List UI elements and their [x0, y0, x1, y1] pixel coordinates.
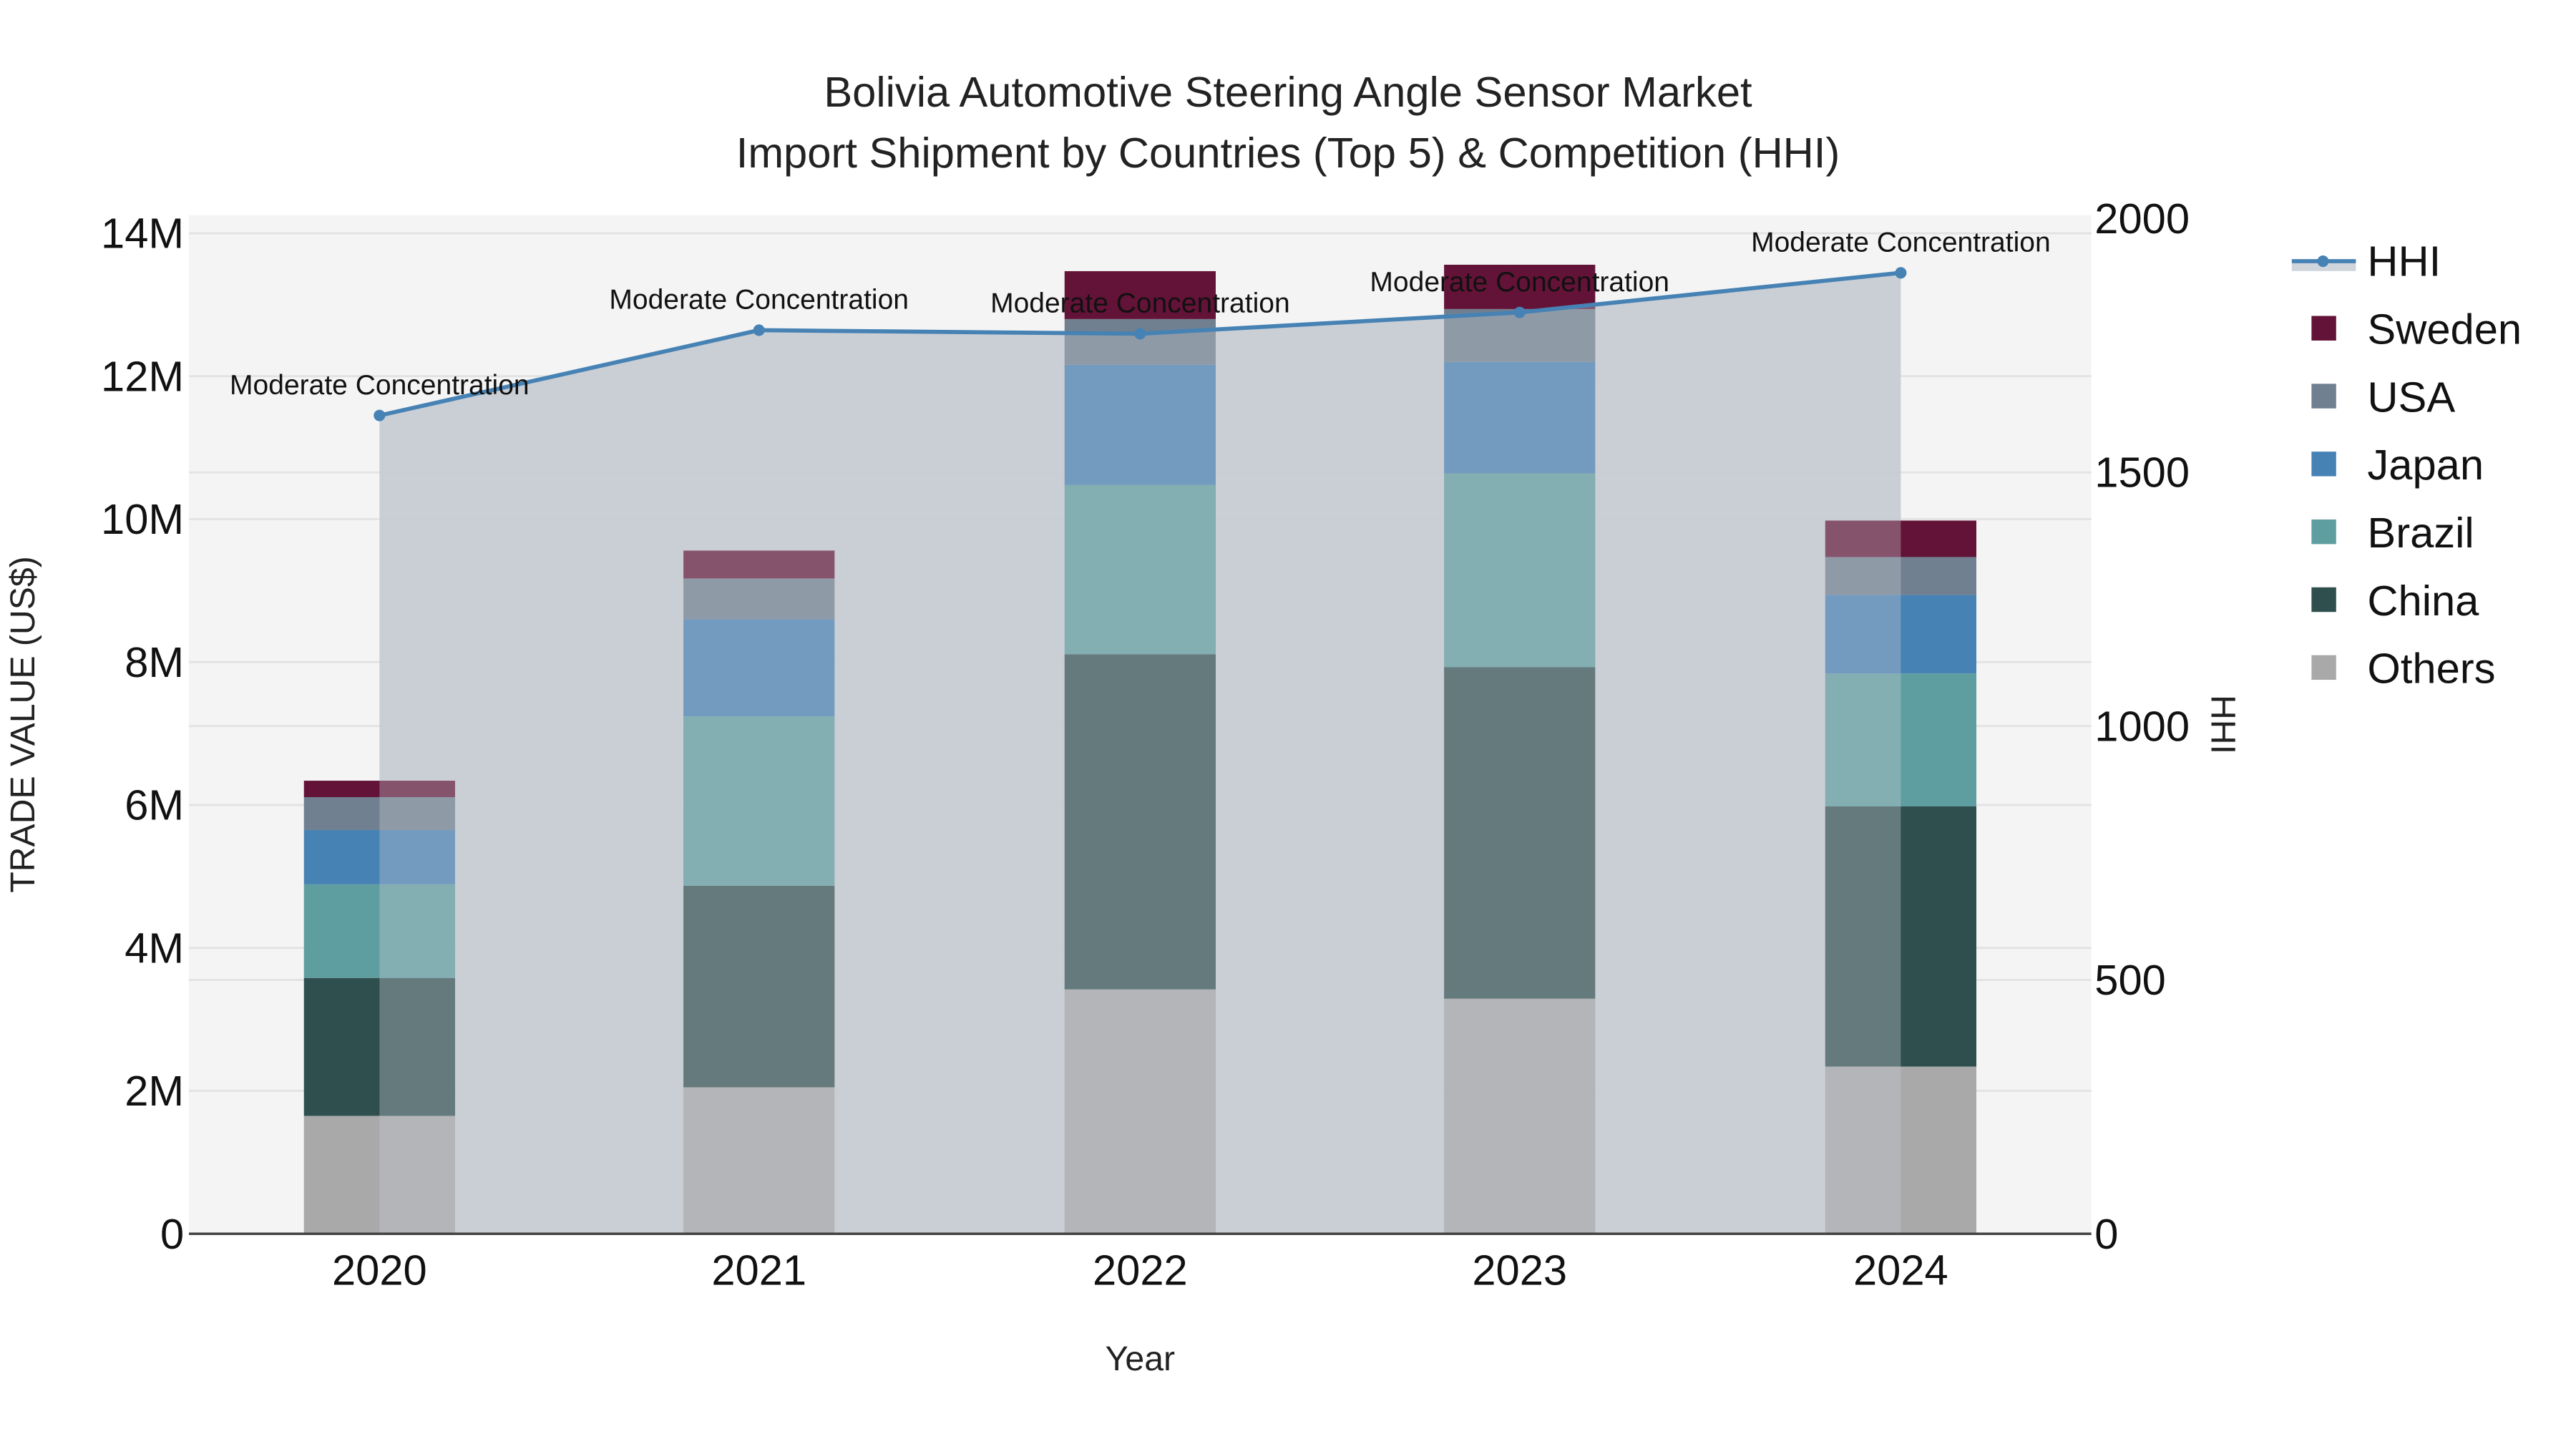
- bar-segment-japan-2020[interactable]: [303, 829, 455, 884]
- y2-tick-label: 2000: [2094, 195, 2190, 243]
- y-tick-label: 6M: [125, 781, 184, 829]
- bar-segment-usa-2022[interactable]: [1064, 318, 1216, 365]
- y-axis-ticks: 0 2M 4M 6M 8M 10M 12M 14M: [101, 210, 184, 1258]
- bar-segment-usa-2021[interactable]: [683, 578, 835, 620]
- legend-swatch-icon: [2311, 384, 2336, 409]
- legend: HHI Sweden USA Japan Brazil China Others: [2291, 238, 2522, 693]
- annotation-2023: Moderate Concentration: [1370, 267, 1669, 298]
- y-tick-label: 8M: [125, 638, 184, 686]
- hhi-point-2021[interactable]: [753, 324, 765, 336]
- legend-label: USA: [2367, 373, 2455, 421]
- legend-item-brazil[interactable]: Brazil: [2311, 509, 2474, 557]
- bar-segment-others-2021[interactable]: [683, 1087, 835, 1234]
- chart-title: Bolivia Automotive Steering Angle Sensor…: [736, 68, 1840, 177]
- annotation-2024: Moderate Concentration: [1751, 227, 2051, 258]
- legend-label: China: [2367, 577, 2479, 625]
- bar-segment-usa-2020[interactable]: [303, 797, 455, 830]
- bar-segment-brazil-2024[interactable]: [1825, 673, 1976, 806]
- legend-item-china[interactable]: China: [2311, 577, 2479, 625]
- x-tick-label: 2021: [711, 1246, 806, 1294]
- bar-segment-china-2023[interactable]: [1444, 667, 1596, 999]
- bar-segment-japan-2023[interactable]: [1444, 361, 1596, 474]
- x-axis-ticks: 2020 2021 2022 2023 2024: [332, 1246, 1948, 1294]
- bar-segment-brazil-2022[interactable]: [1064, 484, 1216, 655]
- hhi-point-2023[interactable]: [1513, 306, 1526, 318]
- bar-segment-sweden-2020[interactable]: [303, 781, 455, 798]
- y-tick-label: 4M: [125, 924, 184, 972]
- bar-segment-china-2022[interactable]: [1064, 654, 1216, 990]
- title-line-1: Bolivia Automotive Steering Angle Sensor…: [824, 68, 1752, 116]
- hhi-marker-icon: [2317, 255, 2329, 268]
- hhi-line: [374, 267, 1907, 421]
- legend-label: HHI: [2367, 238, 2441, 286]
- x-axis-title: Year: [1106, 1340, 1175, 1378]
- title-line-2: Import Shipment by Countries (Top 5) & C…: [736, 129, 1840, 177]
- y-tick-label: 12M: [101, 352, 184, 400]
- legend-item-others[interactable]: Others: [2311, 645, 2496, 693]
- legend-label: Others: [2367, 645, 2495, 693]
- bar-segment-usa-2024[interactable]: [1825, 557, 1976, 595]
- legend-swatch-icon: [2311, 587, 2336, 613]
- hhi-point-2022[interactable]: [1134, 328, 1146, 340]
- legend-item-japan[interactable]: Japan: [2311, 441, 2484, 489]
- legend-swatch-icon: [2311, 452, 2336, 477]
- bar-segment-sweden-2021[interactable]: [683, 550, 835, 579]
- legend-item-usa[interactable]: USA: [2311, 373, 2455, 421]
- hhi-point-2024[interactable]: [1895, 267, 1907, 279]
- legend-swatch-icon: [2311, 316, 2336, 341]
- bar-segment-china-2021[interactable]: [683, 885, 835, 1088]
- annotation-2020: Moderate Concentration: [230, 370, 530, 401]
- legend-item-sweden[interactable]: Sweden: [2311, 306, 2522, 353]
- y-tick-label: 14M: [101, 210, 184, 258]
- bar-segment-sweden-2024[interactable]: [1825, 520, 1976, 557]
- annotation-2021: Moderate Concentration: [609, 285, 909, 316]
- bar-segment-japan-2021[interactable]: [683, 619, 835, 717]
- y2-tick-label: 1000: [2094, 702, 2190, 750]
- bar-segment-others-2023[interactable]: [1444, 998, 1596, 1234]
- y-tick-label: 2M: [125, 1067, 184, 1115]
- y-axis-title: TRADE VALUE (US$): [4, 556, 42, 893]
- bar-segment-brazil-2021[interactable]: [683, 716, 835, 886]
- y-tick-label: 0: [160, 1210, 184, 1258]
- y2-tick-label: 1500: [2094, 449, 2190, 497]
- legend-swatch-icon: [2311, 655, 2336, 680]
- legend-label: Sweden: [2367, 306, 2522, 353]
- hhi-annotations: Moderate Concentration Moderate Concentra…: [230, 227, 2051, 400]
- bar-segment-china-2024[interactable]: [1825, 806, 1976, 1067]
- bar-segment-china-2020[interactable]: [303, 977, 455, 1116]
- hhi-area-overlay: [379, 273, 1901, 1234]
- legend-swatch-icon: [2311, 519, 2336, 545]
- x-tick-label: 2022: [1093, 1246, 1188, 1294]
- x-tick-label: 2020: [332, 1246, 427, 1294]
- x-tick-label: 2023: [1472, 1246, 1567, 1294]
- y2-tick-label: 500: [2094, 956, 2166, 1004]
- bar-segment-brazil-2020[interactable]: [303, 884, 455, 978]
- y2-tick-label: 0: [2094, 1210, 2118, 1258]
- legend-item-hhi[interactable]: HHI: [2291, 238, 2441, 286]
- bar-segment-japan-2022[interactable]: [1064, 364, 1216, 485]
- y-tick-label: 10M: [101, 495, 184, 543]
- bar-segment-sweden-2023[interactable]: [1444, 264, 1596, 309]
- bar-segment-others-2020[interactable]: [303, 1116, 455, 1234]
- bar-segment-brazil-2023[interactable]: [1444, 473, 1596, 668]
- x-tick-label: 2024: [1853, 1246, 1948, 1294]
- bar-segment-others-2022[interactable]: [1064, 989, 1216, 1234]
- bar-segment-sweden-2022[interactable]: [1064, 270, 1216, 319]
- y2-axis-ticks: 0 500 1000 1500 2000: [2094, 195, 2190, 1258]
- legend-label: Brazil: [2367, 509, 2474, 557]
- bar-segment-others-2024[interactable]: [1825, 1066, 1976, 1234]
- legend-label: Japan: [2367, 441, 2484, 489]
- bar-segment-japan-2024[interactable]: [1825, 595, 1976, 674]
- hhi-point-2020[interactable]: [374, 409, 386, 421]
- y2-axis-title: HHI: [2203, 695, 2242, 754]
- stacked-bars: [303, 264, 1976, 1234]
- annotation-2022: Moderate Concentration: [990, 288, 1290, 319]
